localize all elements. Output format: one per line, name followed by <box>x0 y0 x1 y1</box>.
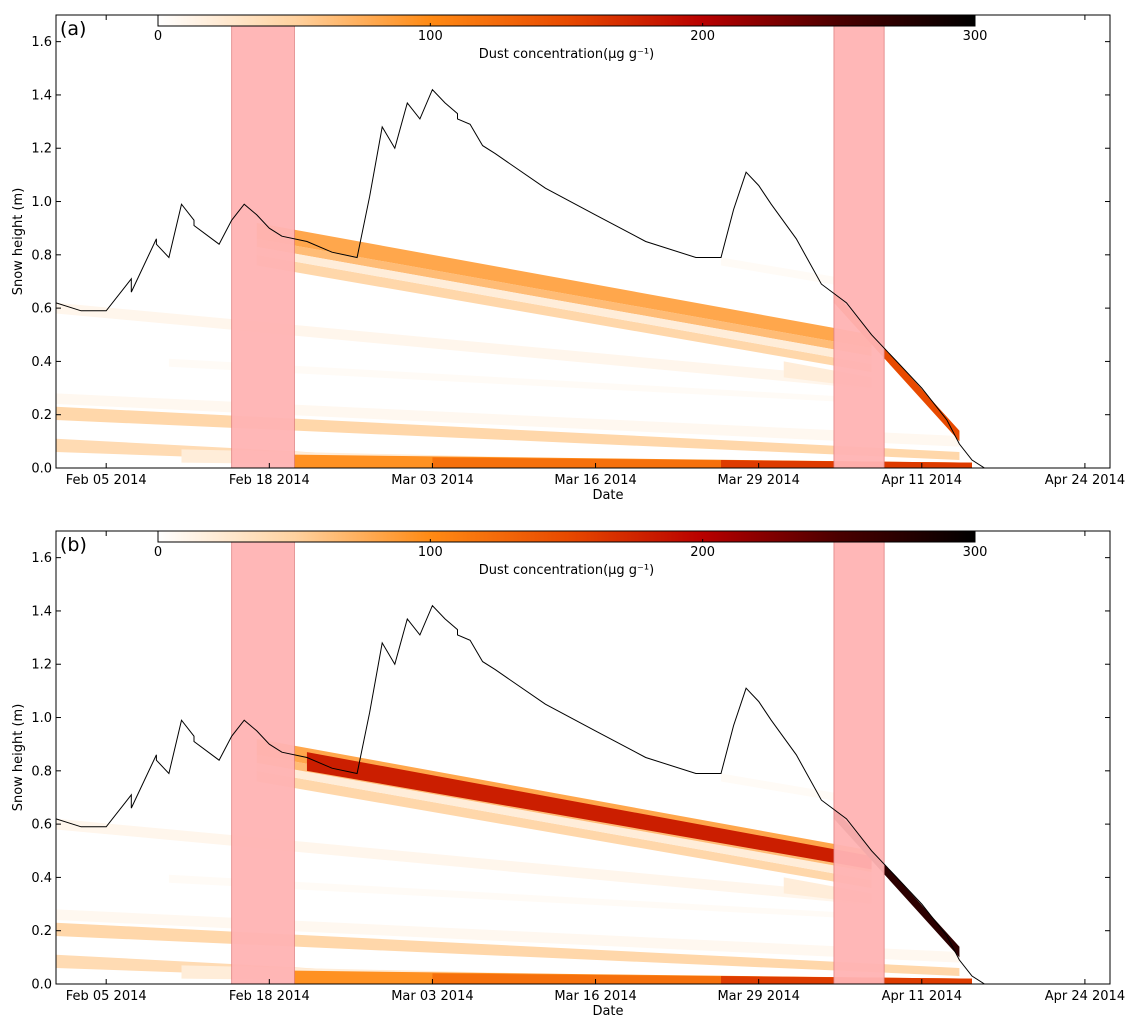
dust-layer-13 <box>306 752 872 870</box>
y-axis-label: Snow height (m) <box>11 704 26 812</box>
y-tick-label: 0.4 <box>31 355 52 370</box>
y-tick-label: 0.2 <box>31 408 52 423</box>
y-tick-label: 1.2 <box>31 658 52 673</box>
y-tick-label: 1.0 <box>31 711 52 726</box>
x-tick-label: Mar 29 2014 <box>717 473 799 488</box>
x-tick-label: Apr 11 2014 <box>882 989 962 1004</box>
plot-area <box>56 15 985 468</box>
y-tick-label: 0.8 <box>31 764 52 779</box>
panel-label: (a) <box>60 18 86 40</box>
plot-area <box>56 531 985 984</box>
y-tick-label: 0.8 <box>31 248 52 263</box>
x-tick-label: Feb 18 2014 <box>229 473 310 488</box>
x-tick-label: Mar 03 2014 <box>391 989 473 1004</box>
y-tick-label: 0.0 <box>31 978 52 993</box>
dust-layer-8 <box>168 874 885 921</box>
colorbar <box>157 530 976 543</box>
shaded-period-1 <box>833 531 885 984</box>
x-tick-label: Feb 18 2014 <box>229 989 310 1004</box>
x-tick-label: Feb 05 2014 <box>66 989 147 1004</box>
x-tick-label: Mar 16 2014 <box>554 989 636 1004</box>
panel-b: 0.0 0.2 0.4 0.6 0.8 1.0 1.2 1.4 1.6 Feb 05 2014 Fe… <box>11 530 1125 1019</box>
x-axis-label: Date <box>592 488 623 503</box>
snow-height-line <box>56 604 985 984</box>
axes-frame <box>55 530 1111 985</box>
dust-layer-9 <box>256 238 872 357</box>
colorbar-tick-label: 100 <box>418 545 443 560</box>
y-tick-label: 1.4 <box>31 88 52 103</box>
x-axis-label: Date <box>592 1004 623 1017</box>
dust-layer-8 <box>168 358 885 405</box>
x-tick-label: Mar 03 2014 <box>391 473 473 488</box>
colorbar-tick-label: 100 <box>418 29 443 44</box>
y-tick-label: 0.0 <box>31 462 52 477</box>
x-tick-label: Mar 29 2014 <box>717 989 799 1004</box>
x-tick-label: Mar 16 2014 <box>554 473 636 488</box>
colorbar-tick-label: 200 <box>690 29 715 44</box>
shaded-period-0 <box>231 531 295 984</box>
x-tick-label: Apr 24 2014 <box>1045 473 1125 488</box>
y-axis-label: Snow height (m) <box>11 188 26 296</box>
y-tick-label: 0.6 <box>31 302 52 317</box>
dust-layer-14 <box>721 257 847 287</box>
dust-layer-10 <box>256 254 872 373</box>
dust-layer-10 <box>256 762 872 881</box>
y-tick-label: 1.4 <box>31 604 52 619</box>
y-tick-label: 0.4 <box>31 871 52 886</box>
y-tick-label: 1.2 <box>31 142 52 157</box>
y-tick-label: 0.6 <box>31 818 52 833</box>
y-tick-label: 0.2 <box>31 924 52 939</box>
x-tick-label: Apr 11 2014 <box>882 473 962 488</box>
colorbar-tick-label: 300 <box>963 545 988 560</box>
colorbar-label: Dust concentration(μg g⁻¹) <box>479 563 654 578</box>
x-tick-label: Apr 24 2014 <box>1045 989 1125 1004</box>
colorbar-tick-label: 0 <box>154 545 162 560</box>
colorbar-tick-label: 0 <box>154 29 162 44</box>
shaded-period-1 <box>833 15 885 468</box>
dust-layer-11 <box>256 246 872 365</box>
dust-layer-12 <box>256 222 872 349</box>
colorbar-tick-label: 200 <box>690 545 715 560</box>
y-tick-label: 1.6 <box>31 551 52 566</box>
axes-frame <box>55 14 1111 469</box>
colorbar-label: Dust concentration(μg g⁻¹) <box>479 47 654 62</box>
x-tick-label: Feb 05 2014 <box>66 473 147 488</box>
y-tick-label: 1.0 <box>31 195 52 210</box>
colorbar-tick-label: 300 <box>963 29 988 44</box>
colorbar <box>157 14 976 27</box>
panel-a: 0.0 0.2 0.4 0.6 0.8 1.0 1.2 1.4 1.6 Feb 05 2014 Fe… <box>11 14 1125 503</box>
dust-layer-9 <box>256 770 872 889</box>
y-tick-label: 1.6 <box>31 35 52 50</box>
dust-layer-15 <box>721 773 847 803</box>
panel-label: (b) <box>60 534 87 556</box>
snow-height-line <box>56 88 985 468</box>
shaded-period-0 <box>231 15 295 468</box>
